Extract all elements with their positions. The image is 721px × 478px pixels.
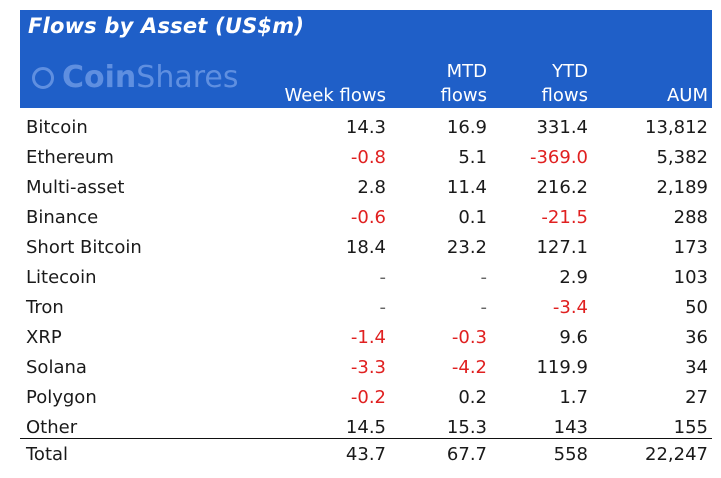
col-header-mtd-line2: flows	[440, 85, 487, 106]
mtd-flows: 16.9	[446, 117, 487, 138]
aum-value: 155	[673, 417, 708, 438]
asset-name: Other	[26, 417, 78, 438]
asset-name: Short Bitcoin	[26, 237, 142, 258]
table-row: Solana -3.3 -4.2 119.9 34	[20, 353, 712, 383]
total-week: 43.7	[345, 444, 386, 465]
mtd-flows: -	[480, 267, 488, 288]
aum-value: 173	[673, 237, 708, 258]
aum-value: 36	[685, 327, 708, 348]
mtd-flows: -4.2	[451, 357, 487, 378]
table-row: Litecoin - - 2.9 103	[20, 263, 712, 293]
ytd-flows: -369.0	[529, 147, 588, 168]
total-row: Total 43.7 67.7 558 22,247	[20, 441, 712, 471]
ytd-flows: 9.6	[559, 327, 588, 348]
aum-value: 34	[685, 357, 708, 378]
mtd-flows: 11.4	[446, 177, 487, 198]
table-row: Tron - - -3.4 50	[20, 293, 712, 323]
aum-value: 50	[685, 297, 708, 318]
asset-name: Bitcoin	[26, 117, 88, 138]
ytd-flows: 1.7	[559, 387, 588, 408]
chart-title: Flows by Asset (US$m)	[28, 14, 305, 38]
table-row: Binance -0.6 0.1 -21.5 288	[20, 203, 712, 233]
week-flows: -	[379, 297, 387, 318]
brand-prefix: Coin	[62, 60, 137, 95]
total-label: Total	[26, 444, 69, 465]
week-flows: -0.6	[350, 207, 386, 228]
total-divider	[20, 438, 712, 439]
col-header-mtd-line1: MTD	[446, 61, 487, 82]
week-flows: 14.5	[345, 417, 386, 438]
mtd-flows: -0.3	[451, 327, 487, 348]
asset-name: Binance	[26, 207, 99, 228]
ytd-flows: 216.2	[536, 177, 588, 198]
mtd-flows: 0.2	[458, 387, 487, 408]
table-header: Flows by Asset (US$m) Coin Shares Week fl…	[20, 10, 712, 108]
col-header-week: Week flows	[284, 85, 387, 106]
table-row: Bitcoin 14.3 16.9 331.4 13,812	[20, 113, 712, 143]
col-header-ytd-line2: flows	[541, 85, 588, 106]
aum-value: 288	[673, 207, 708, 228]
total-mtd: 67.7	[446, 444, 487, 465]
week-flows: -0.2	[350, 387, 386, 408]
asset-name: Ethereum	[26, 147, 114, 168]
ytd-flows: 2.9	[559, 267, 588, 288]
asset-name: Solana	[26, 357, 87, 378]
ytd-flows: 331.4	[536, 117, 588, 138]
table-row: Polygon -0.2 0.2 1.7 27	[20, 383, 712, 413]
mtd-flows: 23.2	[446, 237, 487, 258]
col-header-ytd-line1: YTD	[552, 61, 588, 82]
asset-name: Multi-asset	[26, 177, 125, 198]
week-flows: 14.3	[345, 117, 386, 138]
total-aum: 22,247	[645, 444, 708, 465]
mtd-flows: 15.3	[446, 417, 487, 438]
ytd-flows: 143	[553, 417, 588, 438]
asset-name: Litecoin	[26, 267, 97, 288]
asset-name: XRP	[26, 327, 62, 348]
week-flows: -3.3	[350, 357, 386, 378]
ytd-flows: 127.1	[536, 237, 588, 258]
week-flows: -0.8	[350, 147, 386, 168]
table-row: Multi-asset 2.8 11.4 216.2 2,189	[20, 173, 712, 203]
col-header-aum: AUM	[666, 85, 708, 106]
asset-name: Polygon	[26, 387, 97, 408]
coinshares-logo-icon	[32, 66, 54, 89]
aum-value: 2,189	[656, 177, 708, 198]
table-body: Bitcoin 14.3 16.9 331.4 13,812 Ethereum -0.8 5.…	[20, 113, 712, 443]
table-row: XRP -1.4 -0.3 9.6 36	[20, 323, 712, 353]
table-row: Ethereum -0.8 5.1 -369.0 5,382	[20, 143, 712, 173]
ytd-flows: -3.4	[552, 297, 588, 318]
week-flows: 2.8	[357, 177, 386, 198]
week-flows: 18.4	[345, 237, 386, 258]
table-row: Other 14.5 15.3 143 155	[20, 413, 712, 443]
total-ytd: 558	[553, 444, 588, 465]
ytd-flows: 119.9	[536, 357, 588, 378]
aum-value: 13,812	[645, 117, 708, 138]
week-flows: -1.4	[350, 327, 386, 348]
aum-value: 27	[685, 387, 708, 408]
aum-value: 5,382	[656, 147, 708, 168]
mtd-flows: 0.1	[458, 207, 487, 228]
week-flows: -	[379, 267, 387, 288]
brand-suffix: Shares	[136, 60, 239, 95]
mtd-flows: -	[480, 297, 488, 318]
asset-name: Tron	[26, 297, 64, 318]
ytd-flows: -21.5	[541, 207, 588, 228]
coinshares-watermark: Coin Shares	[32, 60, 238, 95]
mtd-flows: 5.1	[458, 147, 487, 168]
table-row: Short Bitcoin 18.4 23.2 127.1 173	[20, 233, 712, 263]
aum-value: 103	[673, 267, 708, 288]
